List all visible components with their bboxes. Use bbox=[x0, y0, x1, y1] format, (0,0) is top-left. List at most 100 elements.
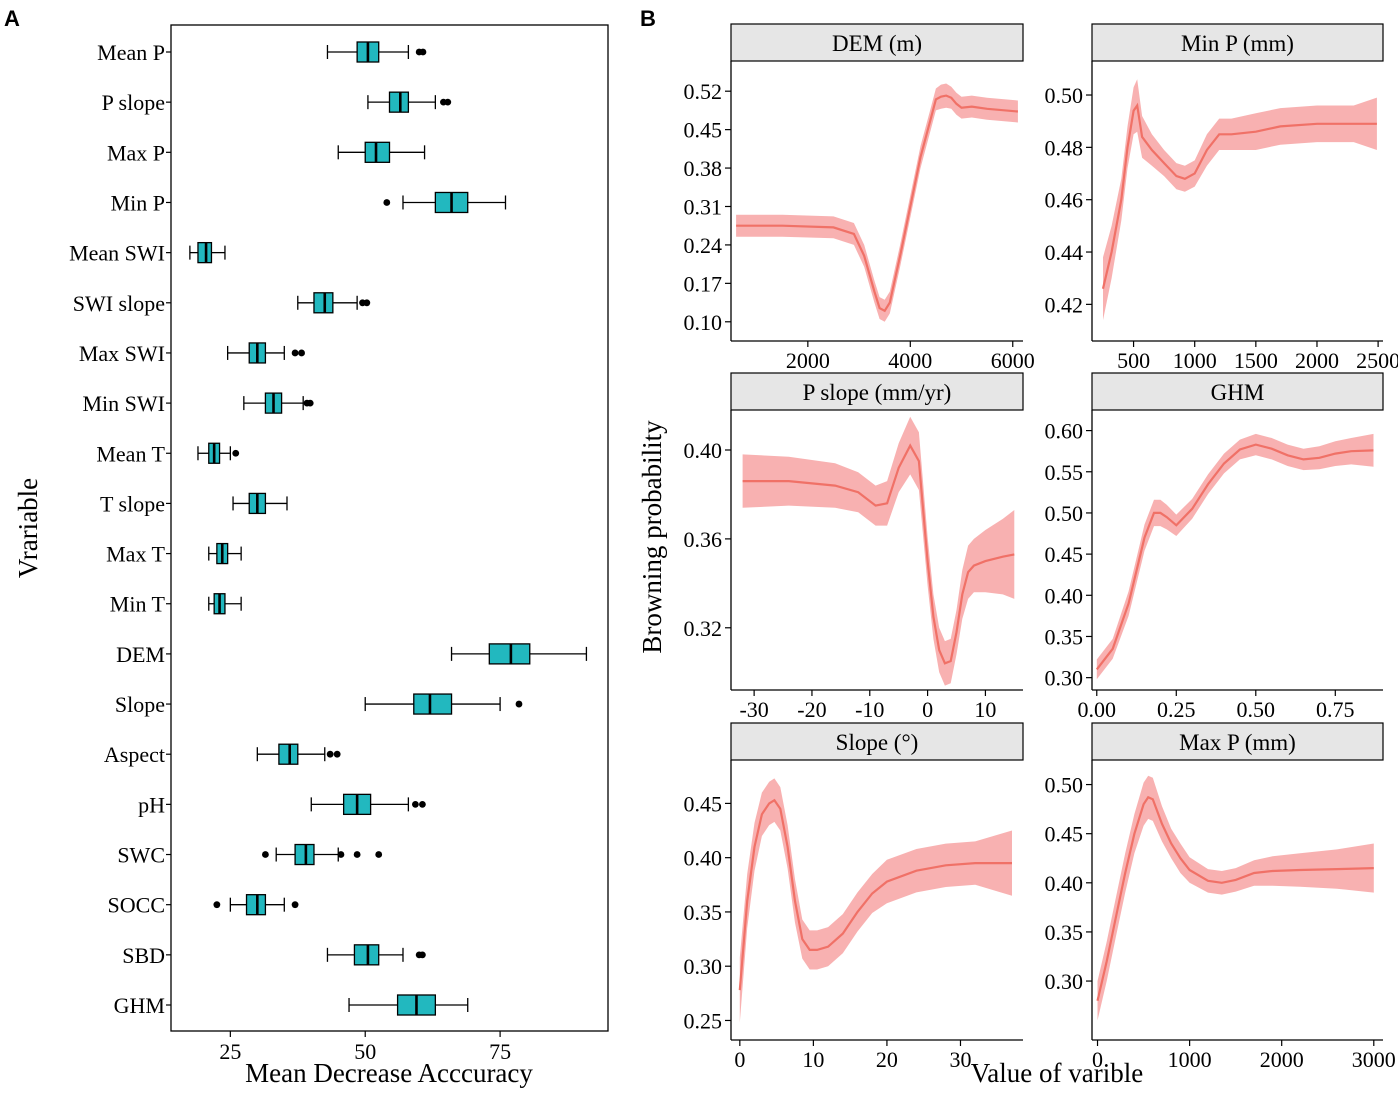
y-tick-label-ghm-4: 0.50 bbox=[1045, 501, 1084, 526]
box-aspect bbox=[278, 743, 299, 765]
outlier-slope-0 bbox=[515, 700, 523, 708]
y-tick-label-dem-m-5: 0.45 bbox=[684, 118, 723, 143]
x-tick-label-min-p-mm-3: 2000 bbox=[1295, 348, 1339, 373]
facet-ghm: GHM 0.30 0.35 0.40 0.45 0.50 0.55 0.60 0.00 0.25 0… bbox=[1045, 372, 1384, 722]
y-tick-label-slope-2: 0.35 bbox=[684, 900, 723, 925]
x-tick-label-slope-2: 20 bbox=[876, 1047, 898, 1072]
x-tick-label-min-p-mm-0: 500 bbox=[1117, 348, 1150, 373]
box-dem bbox=[488, 643, 531, 665]
outlier-socc-0 bbox=[213, 901, 221, 909]
x-tick-label-dem-m-2: 6000 bbox=[991, 348, 1035, 373]
outlier-aspect-0 bbox=[326, 750, 334, 758]
y-tick-label-max-p-mm-3: 0.45 bbox=[1045, 822, 1084, 847]
y-tick-label-ghm-5: 0.55 bbox=[1045, 460, 1084, 485]
facet-strip-p-slope-mm-yr bbox=[730, 372, 1024, 411]
x-tick-label-p-slope-mm-yr-2: -10 bbox=[855, 697, 884, 722]
facet-max-p-mm: Max P (mm) 0.30 0.35 0.40 0.45 0.50 0 1000 2000 3… bbox=[1045, 722, 1396, 1072]
variable-label-min-swi: Min SWI bbox=[83, 391, 166, 416]
y-tick-label-max-p-mm-4: 0.50 bbox=[1045, 773, 1084, 798]
variable-label-swc: SWC bbox=[117, 843, 165, 868]
x-tick-label-75: 75 bbox=[489, 1039, 511, 1064]
y-tick-label-p-slope-mm-yr-0: 0.32 bbox=[684, 616, 723, 641]
x-tick-label-p-slope-mm-yr-0: -30 bbox=[739, 697, 768, 722]
variable-label-p-slope: P slope bbox=[102, 90, 165, 115]
y-tick-label-min-p-mm-3: 0.48 bbox=[1045, 135, 1084, 160]
outlier-mean-p-1 bbox=[419, 48, 427, 56]
x-tick-label-dem-m-1: 4000 bbox=[888, 348, 932, 373]
y-tick-label-min-p-mm-4: 0.50 bbox=[1045, 83, 1084, 108]
x-tick-label-p-slope-mm-yr-1: -20 bbox=[797, 697, 826, 722]
outlier-swi-slope-1 bbox=[363, 299, 371, 307]
variable-label-min-p: Min P bbox=[111, 190, 165, 215]
y-tick-label-slope-0: 0.25 bbox=[684, 1008, 723, 1033]
outlier-ph-0 bbox=[411, 800, 419, 808]
y-tick-label-dem-m-6: 0.52 bbox=[684, 79, 723, 104]
x-tick-label-max-p-mm-1: 1000 bbox=[1168, 1047, 1212, 1072]
x-tick-label-50: 50 bbox=[354, 1039, 376, 1064]
y-tick-label-dem-m-0: 0.10 bbox=[684, 310, 723, 335]
facet-p-slope-mm-yr: P slope (mm/yr) 0.32 0.36 0.40 -30 -20 -10 0 10 bbox=[684, 372, 1024, 722]
outlier-socc-1 bbox=[291, 901, 299, 909]
box-max-p bbox=[364, 141, 391, 163]
x-tick-label-ghm-3: 0.75 bbox=[1316, 697, 1355, 722]
variable-label-mean-swi: Mean SWI bbox=[69, 241, 165, 266]
boxplot-slope bbox=[364, 693, 523, 715]
boxplot-aspect bbox=[256, 743, 341, 765]
panel-a-y-axis-title: Vrariable bbox=[13, 478, 43, 578]
facet-title-dem-m: DEM (m) bbox=[832, 31, 922, 56]
x-tick-label-p-slope-mm-yr-4: 10 bbox=[974, 697, 996, 722]
facet-title-p-slope-mm-yr: P slope (mm/yr) bbox=[803, 380, 952, 405]
confidence-band-min-p-mm bbox=[1103, 79, 1377, 321]
x-tick-label-max-p-mm-0: 0 bbox=[1092, 1047, 1103, 1072]
variable-label-ph: pH bbox=[138, 792, 165, 817]
y-tick-label-ghm-1: 0.35 bbox=[1045, 624, 1084, 649]
y-tick-label-p-slope-mm-yr-2: 0.40 bbox=[684, 438, 723, 463]
outlier-aspect-1 bbox=[333, 750, 341, 758]
panel-a-x-axis-title: Mean Decrease Acccuracy bbox=[245, 1058, 533, 1088]
outlier-swc-1 bbox=[337, 851, 345, 858]
boxplot-dem bbox=[450, 643, 588, 665]
variable-label-socc: SOCC bbox=[108, 893, 165, 918]
confidence-band-ghm bbox=[1096, 433, 1374, 680]
y-tick-label-slope-3: 0.40 bbox=[684, 846, 723, 871]
boxplot-sbd bbox=[326, 944, 426, 966]
boxplot-min-swi bbox=[243, 392, 314, 414]
panel-a-label: A bbox=[4, 6, 20, 31]
variable-label-mean-t: Mean T bbox=[96, 441, 165, 466]
variable-label-max-t: Max T bbox=[106, 542, 165, 567]
variable-label-aspect: Aspect bbox=[104, 742, 165, 767]
variable-label-t-slope: T slope bbox=[100, 491, 165, 516]
variable-label-mean-p: Mean P bbox=[97, 40, 165, 65]
panel-a-frame bbox=[170, 24, 609, 1032]
curve-max-p-mm bbox=[1096, 795, 1374, 1001]
variable-label-sbd: SBD bbox=[122, 943, 165, 968]
box-socc bbox=[245, 894, 267, 916]
box-p-slope bbox=[388, 91, 410, 113]
panel-b-y-axis-title: Browning probability bbox=[637, 420, 667, 654]
x-tick-label-p-slope-mm-yr-3: 0 bbox=[922, 697, 933, 722]
y-tick-label-max-p-mm-2: 0.40 bbox=[1045, 871, 1084, 896]
boxplot-min-t bbox=[208, 593, 242, 615]
y-tick-label-ghm-3: 0.45 bbox=[1045, 542, 1084, 567]
facet-strip-ghm bbox=[1091, 372, 1384, 411]
facet-strip-min-p-mm bbox=[1091, 23, 1384, 62]
y-tick-label-dem-m-4: 0.38 bbox=[684, 156, 723, 181]
outlier-max-swi-1 bbox=[298, 349, 305, 357]
variable-label-max-swi: Max SWI bbox=[79, 341, 165, 366]
boxplot-swc bbox=[262, 843, 383, 866]
panel-b: B DEM (m)0.100.170.240.310.380.450.52200… bbox=[637, 6, 1398, 1088]
facet-slope: Slope (°) 0.25 0.30 0.35 0.40 0.45 0 10 20 30 bbox=[684, 722, 1024, 1072]
x-tick-label-min-p-mm-1: 1000 bbox=[1173, 348, 1217, 373]
boxplot-max-t bbox=[208, 542, 242, 565]
outlier-swc-3 bbox=[375, 851, 383, 858]
variable-label-min-t: Min T bbox=[110, 592, 166, 617]
panel-b-label: B bbox=[640, 6, 656, 31]
boxplot-max-swi bbox=[226, 342, 305, 364]
confidence-band-p-slope-mm-yr bbox=[742, 416, 1015, 686]
facet-min-p-mm: Min P (mm) 0.42 0.44 0.46 0.48 0.50 500 1000 150… bbox=[1045, 23, 1398, 373]
y-tick-label-slope-4: 0.45 bbox=[684, 791, 723, 816]
outlier-p-slope-1 bbox=[444, 98, 452, 106]
box-swi-slope bbox=[313, 292, 334, 314]
boxplot-socc bbox=[213, 894, 299, 916]
